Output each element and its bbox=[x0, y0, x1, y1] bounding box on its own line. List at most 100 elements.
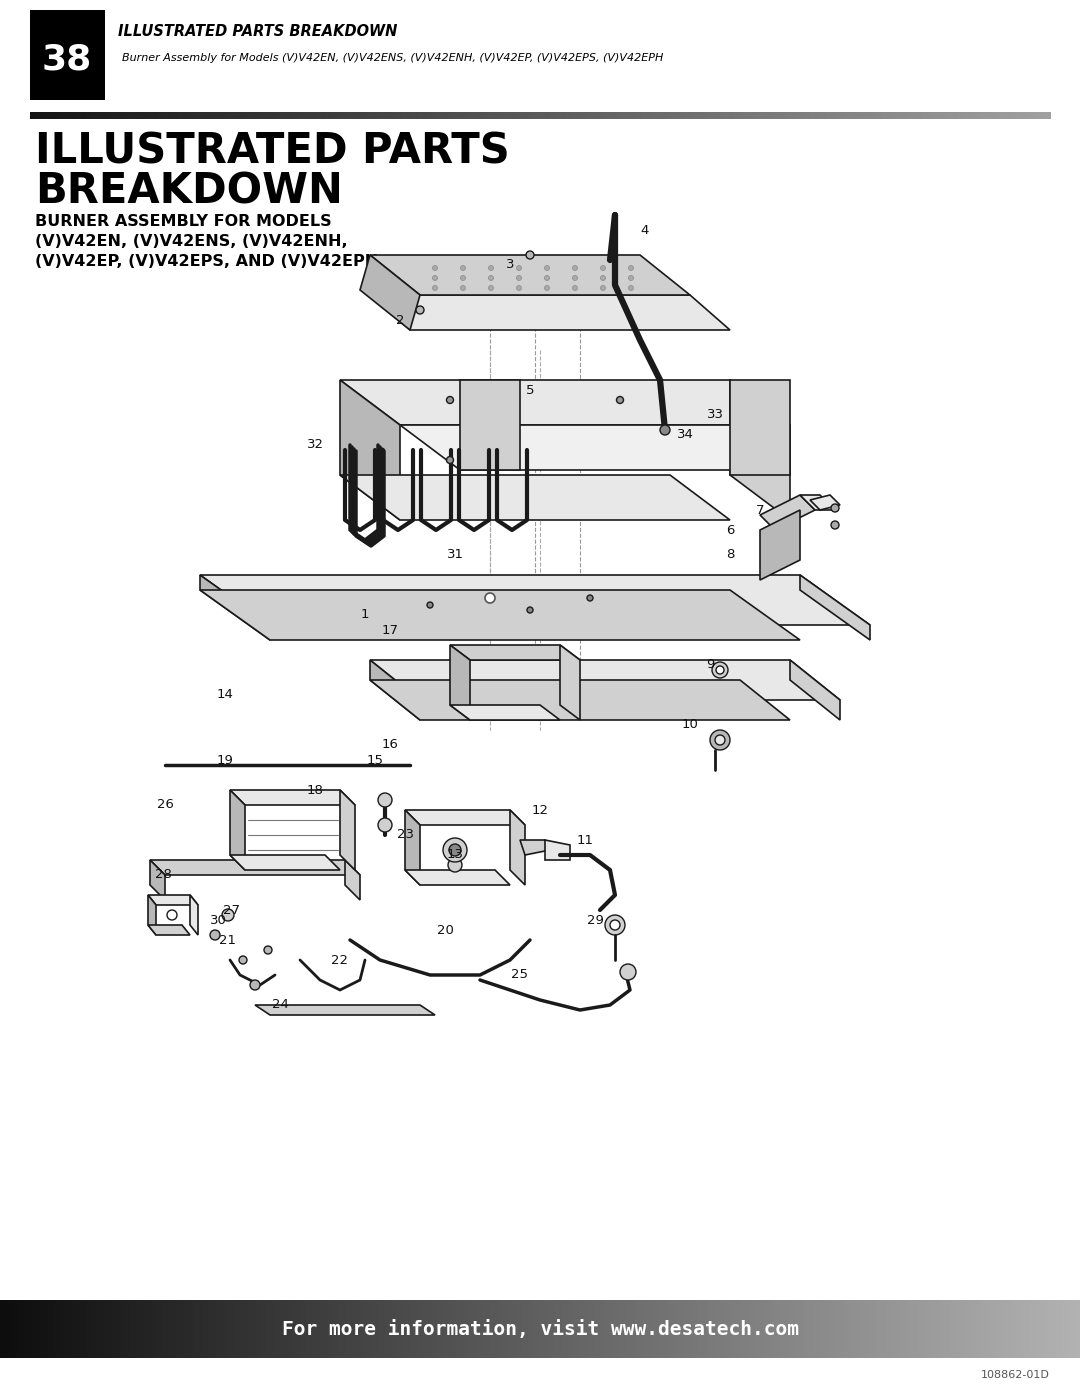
Bar bbox=[702, 1301, 706, 1358]
Bar bbox=[252, 1301, 257, 1358]
Circle shape bbox=[516, 265, 522, 271]
Bar bbox=[688, 1301, 692, 1358]
Text: 26: 26 bbox=[157, 799, 174, 812]
Circle shape bbox=[446, 397, 454, 404]
Bar bbox=[315, 112, 322, 119]
Bar bbox=[205, 1301, 210, 1358]
Bar bbox=[32, 1301, 37, 1358]
Bar bbox=[248, 1301, 253, 1358]
Bar bbox=[397, 112, 403, 119]
Bar bbox=[975, 1301, 981, 1358]
Bar bbox=[839, 1301, 843, 1358]
Bar bbox=[302, 1301, 307, 1358]
Bar bbox=[526, 1301, 530, 1358]
Bar bbox=[1026, 1301, 1030, 1358]
Polygon shape bbox=[370, 295, 730, 330]
Polygon shape bbox=[800, 495, 835, 510]
Circle shape bbox=[432, 265, 437, 271]
Bar bbox=[173, 1301, 177, 1358]
Bar bbox=[440, 1301, 444, 1358]
Circle shape bbox=[715, 735, 725, 745]
Circle shape bbox=[544, 275, 550, 281]
Bar bbox=[184, 1301, 188, 1358]
Text: 24: 24 bbox=[271, 999, 288, 1011]
Bar bbox=[656, 1301, 660, 1358]
Bar bbox=[666, 1301, 671, 1358]
Bar bbox=[324, 1301, 328, 1358]
Circle shape bbox=[710, 731, 730, 750]
Bar bbox=[818, 1301, 822, 1358]
Bar bbox=[616, 1301, 620, 1358]
Bar bbox=[202, 1301, 206, 1358]
Bar bbox=[651, 1301, 657, 1358]
Bar bbox=[774, 112, 781, 119]
Bar bbox=[234, 1301, 239, 1358]
Bar bbox=[846, 112, 852, 119]
Bar bbox=[684, 1301, 689, 1358]
Text: 33: 33 bbox=[706, 408, 724, 422]
Bar bbox=[532, 1301, 538, 1358]
Circle shape bbox=[488, 275, 494, 281]
Bar bbox=[239, 112, 245, 119]
Text: ILLUSTRATED PARTS BREAKDOWN: ILLUSTRATED PARTS BREAKDOWN bbox=[118, 25, 397, 39]
Polygon shape bbox=[340, 380, 789, 425]
Bar bbox=[326, 112, 332, 119]
Bar bbox=[147, 112, 153, 119]
Bar bbox=[382, 112, 388, 119]
Bar bbox=[889, 1301, 894, 1358]
Polygon shape bbox=[760, 510, 800, 580]
Bar bbox=[504, 112, 511, 119]
Bar bbox=[30, 112, 36, 119]
Bar bbox=[497, 1301, 501, 1358]
Bar bbox=[994, 1301, 998, 1358]
Bar bbox=[698, 112, 704, 119]
Bar bbox=[555, 112, 562, 119]
Text: Burner Assembly for Models (V)V42EN, (V)V42ENS, (V)V42ENH, (V)V42EP, (V)V42EPS, : Burner Assembly for Models (V)V42EN, (V)… bbox=[122, 53, 663, 63]
Circle shape bbox=[210, 930, 220, 940]
Bar bbox=[815, 112, 822, 119]
Bar bbox=[265, 112, 271, 119]
Bar bbox=[877, 112, 882, 119]
Text: ILLUSTRATED PARTS: ILLUSTRATED PARTS bbox=[35, 131, 510, 173]
Bar bbox=[86, 112, 92, 119]
Bar bbox=[606, 112, 612, 119]
Bar bbox=[255, 112, 260, 119]
Bar bbox=[963, 112, 970, 119]
Bar bbox=[566, 112, 571, 119]
Circle shape bbox=[572, 275, 578, 281]
Text: 19: 19 bbox=[217, 753, 233, 767]
Bar bbox=[785, 1301, 789, 1358]
Bar bbox=[989, 112, 995, 119]
Bar bbox=[583, 1301, 588, 1358]
Bar bbox=[330, 112, 337, 119]
Bar bbox=[878, 1301, 883, 1358]
Bar bbox=[511, 1301, 516, 1358]
Bar bbox=[143, 112, 148, 119]
Bar bbox=[410, 1301, 415, 1358]
Bar bbox=[862, 112, 867, 119]
Bar bbox=[842, 1301, 847, 1358]
Bar bbox=[565, 1301, 570, 1358]
Bar bbox=[332, 1301, 336, 1358]
Bar bbox=[356, 1301, 361, 1358]
Bar bbox=[753, 1301, 757, 1358]
Bar bbox=[933, 112, 939, 119]
Bar bbox=[1034, 1301, 1038, 1358]
Bar bbox=[525, 112, 530, 119]
Text: 6: 6 bbox=[726, 524, 734, 536]
Bar bbox=[259, 1301, 264, 1358]
Bar bbox=[973, 112, 980, 119]
Bar bbox=[972, 1301, 976, 1358]
Bar bbox=[810, 112, 816, 119]
Bar bbox=[484, 112, 490, 119]
Bar bbox=[678, 112, 684, 119]
Bar bbox=[789, 112, 796, 119]
Circle shape bbox=[167, 909, 177, 921]
Polygon shape bbox=[545, 840, 570, 861]
Bar bbox=[964, 1301, 970, 1358]
Bar bbox=[893, 1301, 897, 1358]
Bar bbox=[734, 1301, 739, 1358]
Bar bbox=[1029, 112, 1036, 119]
Bar bbox=[474, 112, 480, 119]
Polygon shape bbox=[190, 895, 198, 935]
